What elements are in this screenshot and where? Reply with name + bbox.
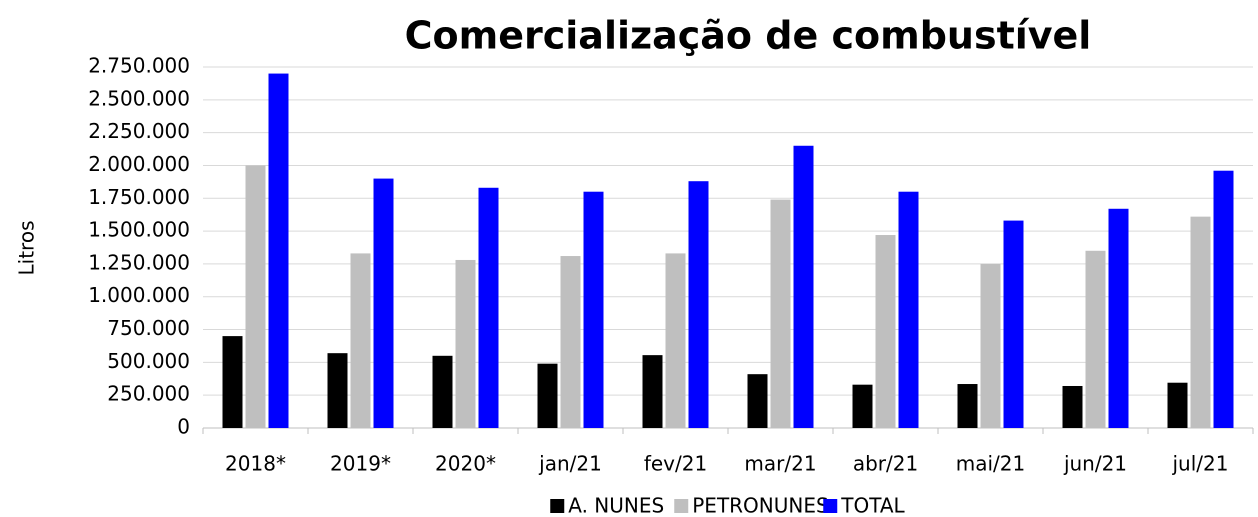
bar xyxy=(957,384,978,428)
bar xyxy=(1003,220,1024,428)
bar xyxy=(1062,385,1083,428)
bar xyxy=(432,355,453,428)
y-tick-label: 250.000 xyxy=(107,382,190,406)
bar xyxy=(560,256,581,428)
bar xyxy=(980,263,1001,428)
bar xyxy=(1108,208,1129,428)
y-tick-label: 750.000 xyxy=(107,316,190,340)
bar xyxy=(852,384,873,428)
bar xyxy=(1190,216,1211,428)
legend-swatch xyxy=(674,499,689,513)
bar xyxy=(455,259,476,428)
legend-label: TOTAL xyxy=(840,494,905,517)
chart-title: Comercialização de combustível xyxy=(405,14,1092,58)
bar xyxy=(875,235,896,428)
bar xyxy=(537,363,558,428)
y-tick-label: 1.500.000 xyxy=(88,218,190,242)
x-tick-label: 2018* xyxy=(225,452,286,476)
y-tick-label: 2.750.000 xyxy=(88,54,190,78)
bar xyxy=(1213,170,1234,429)
bar xyxy=(327,353,348,428)
x-tick-label: fev/21 xyxy=(644,452,707,476)
legend-swatch xyxy=(550,499,565,513)
y-tick-label: 1.000.000 xyxy=(88,283,190,307)
bar xyxy=(665,253,686,428)
legend-swatch xyxy=(823,499,838,513)
x-tick-label: 2020* xyxy=(435,452,496,476)
bar xyxy=(688,181,709,428)
bar xyxy=(373,178,394,428)
bar xyxy=(222,336,243,428)
x-tick-label: abr/21 xyxy=(853,452,918,476)
bar xyxy=(350,253,371,428)
x-tick-label: jul/21 xyxy=(1172,452,1229,476)
y-axis-label: Litros xyxy=(15,221,39,276)
x-tick-label: jan/21 xyxy=(538,452,602,476)
bar xyxy=(1167,382,1188,428)
bar xyxy=(770,199,791,428)
y-tick-label: 0 xyxy=(177,415,190,439)
y-tick-label: 1.750.000 xyxy=(88,185,190,209)
bar xyxy=(1085,250,1106,428)
y-tick-label: 500.000 xyxy=(107,349,190,373)
y-tick-label: 2.250.000 xyxy=(88,119,190,143)
y-tick-label: 2.000.000 xyxy=(88,152,190,176)
bar xyxy=(642,355,663,428)
bar xyxy=(245,165,266,429)
legend-label: A. NUNES xyxy=(568,494,664,517)
x-tick-label: mar/21 xyxy=(744,452,816,476)
legend-label: PETRONUNES xyxy=(692,494,828,517)
y-tick-label: 2.500.000 xyxy=(88,86,190,110)
x-tick-label: jun/21 xyxy=(1063,452,1127,476)
bar xyxy=(898,191,919,428)
y-tick-label: 1.250.000 xyxy=(88,250,190,274)
x-tick-label: 2019* xyxy=(330,452,391,476)
bar xyxy=(747,374,768,428)
bar xyxy=(478,187,499,428)
bar xyxy=(793,145,814,428)
x-tick-label: mai/21 xyxy=(956,452,1025,476)
bar xyxy=(583,191,604,428)
bar xyxy=(268,73,289,429)
